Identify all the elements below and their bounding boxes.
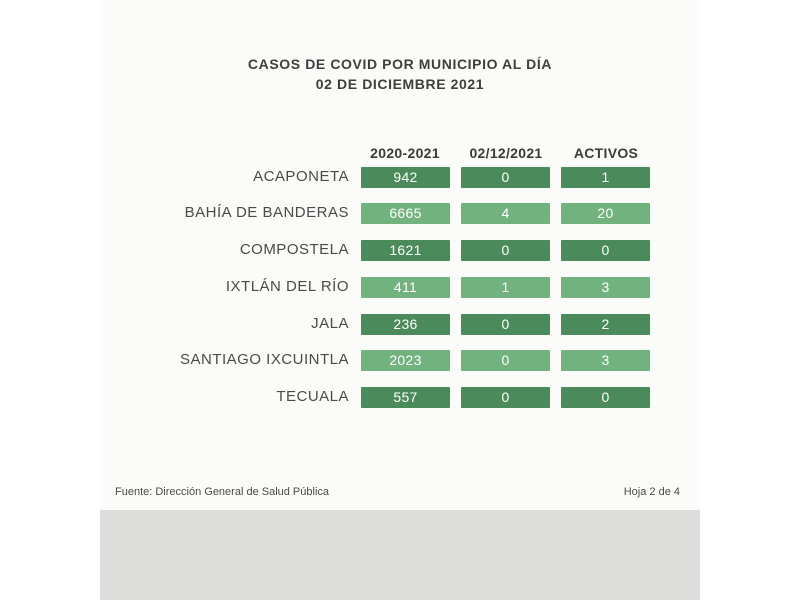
column-header-activos: ACTIVOS [573, 145, 639, 161]
cell-activos: 0 [561, 240, 650, 261]
source-note: Fuente: Dirección General de Salud Públi… [115, 486, 330, 498]
row-label: BAHÍA DE BANDERAS [184, 204, 349, 221]
cell-activos: 1 [561, 167, 650, 188]
column-header-total: 2020-2021 [370, 145, 440, 161]
cell-day: 1 [461, 277, 550, 298]
page-title: CASOS DE COVID POR MUNICIPIO AL DÍA [247, 56, 553, 72]
cell-day: 0 [461, 350, 550, 371]
cell-activos: 3 [561, 350, 650, 371]
row-label: TECUALA [276, 388, 349, 405]
row-label: JALA [311, 315, 349, 332]
cell-day: 4 [461, 203, 550, 224]
bottom-band [100, 510, 700, 600]
cell-day: 0 [461, 314, 550, 335]
row-label: COMPOSTELA [239, 241, 349, 258]
cell-activos: 2 [561, 314, 650, 335]
cell-total: 411 [361, 277, 450, 298]
cell-total: 236 [361, 314, 450, 335]
row-label: ACAPONETA [253, 168, 349, 185]
cell-total: 1621 [361, 240, 450, 261]
cell-total: 2023 [361, 350, 450, 371]
page-date: 02 DE DICIEMBRE 2021 [315, 76, 485, 92]
cell-total: 557 [361, 387, 450, 408]
cell-activos: 20 [561, 203, 650, 224]
cell-total: 6665 [361, 203, 450, 224]
cell-day: 0 [461, 240, 550, 261]
cell-activos: 0 [561, 387, 650, 408]
cell-total: 942 [361, 167, 450, 188]
column-header-day: 02/12/2021 [469, 145, 543, 161]
page-indicator: Hoja 2 de 4 [623, 486, 680, 498]
row-label: SANTIAGO IXCUINTLA [179, 351, 349, 368]
cell-day: 0 [461, 167, 550, 188]
cell-activos: 3 [561, 277, 650, 298]
row-label: IXTLÁN DEL RÍO [225, 278, 349, 295]
cell-day: 0 [461, 387, 550, 408]
